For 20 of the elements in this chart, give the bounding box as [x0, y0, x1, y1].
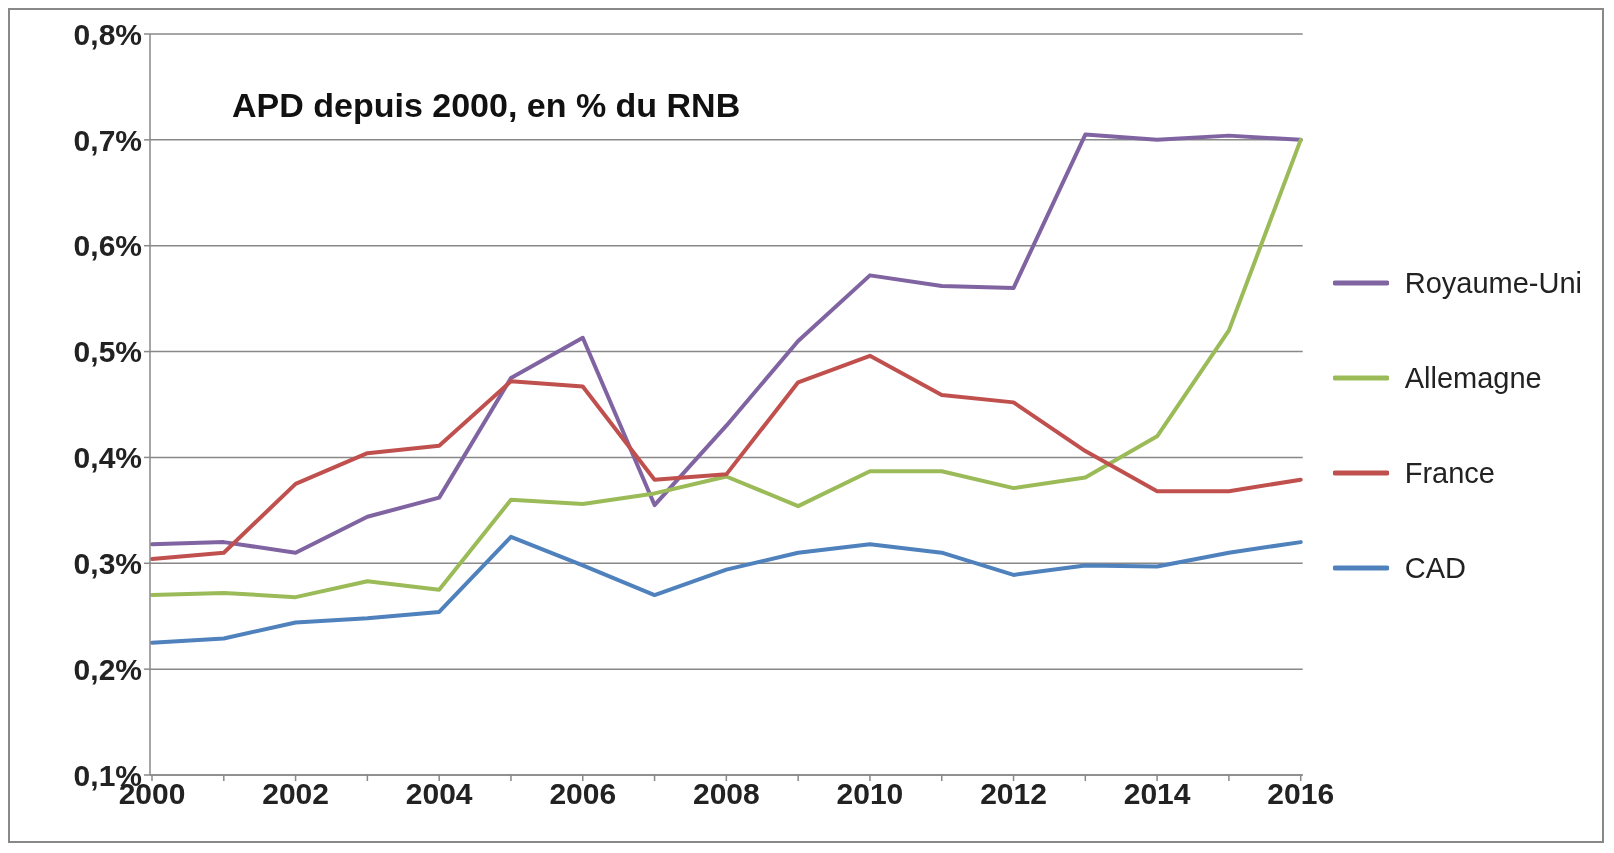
legend-label: CAD	[1404, 551, 1466, 585]
y-tick-label: 0,3%	[73, 546, 142, 580]
x-tick-label: 2008	[692, 777, 760, 811]
legend-label: France	[1404, 456, 1495, 490]
x-tick-label: 2012	[980, 777, 1047, 811]
y-tick-label: 0,5%	[73, 335, 142, 369]
x-tick-label: 2010	[836, 777, 904, 811]
x-tick-label: 2006	[549, 777, 617, 811]
y-tick-label: 0,6%	[73, 229, 142, 263]
y-tick-label: 0,4%	[73, 441, 142, 475]
x-tick-label: 2016	[1267, 777, 1335, 811]
text: APD depuis 2000, en % du RNB	[232, 86, 741, 125]
x-tick-label: 2002	[262, 777, 329, 811]
legend-label: Allemagne	[1404, 361, 1542, 395]
y-tick-label: 0,2%	[73, 652, 142, 686]
y-tick-label: 0,7%	[73, 123, 142, 157]
y-tick-label: 0,8%	[73, 17, 142, 51]
x-tick-label: 2014	[1123, 777, 1191, 811]
x-tick-label: 2004	[405, 777, 473, 811]
legend-label: Royaume-Uni	[1404, 266, 1582, 300]
